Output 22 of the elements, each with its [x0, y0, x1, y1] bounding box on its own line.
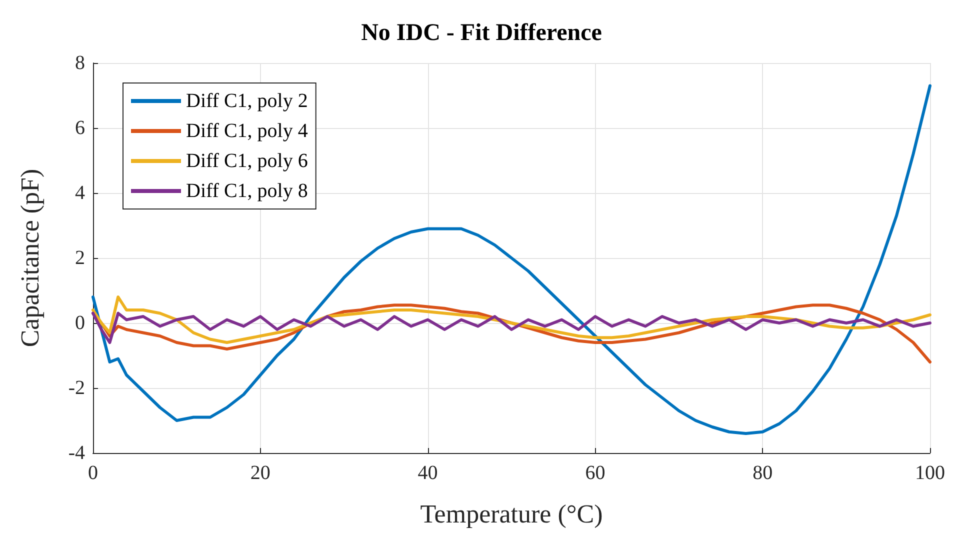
y-tick-label: 8: [75, 52, 85, 74]
y-tick-label: 0: [75, 312, 85, 334]
y-tick-label: 4: [75, 182, 85, 204]
x-tick-label: 100: [915, 462, 945, 484]
y-tick-label: -4: [68, 442, 85, 464]
legend-label: Diff C1, poly 8: [186, 180, 308, 202]
x-tick-label: 40: [418, 462, 438, 484]
legend-label: Diff C1, poly 6: [186, 150, 308, 172]
x-tick-label: 60: [585, 462, 606, 484]
legend-label: Diff C1, poly 2: [186, 90, 308, 112]
x-tick-label: 20: [250, 462, 270, 484]
line-series: [92, 296, 932, 344]
x-tick-label: 80: [752, 462, 773, 484]
chart-title: No IDC - Fit Difference: [361, 20, 602, 46]
y-tick-label: 2: [75, 247, 85, 269]
x-axis-title: Temperature (°C): [420, 500, 603, 528]
line-series: [92, 84, 932, 435]
y-tick-label: -2: [68, 377, 85, 399]
legend-label: Diff C1, poly 4: [186, 120, 308, 142]
line-series: [92, 312, 932, 344]
y-tick-label: 6: [75, 117, 85, 139]
y-axis-title: Capacitance (pF): [16, 168, 44, 348]
